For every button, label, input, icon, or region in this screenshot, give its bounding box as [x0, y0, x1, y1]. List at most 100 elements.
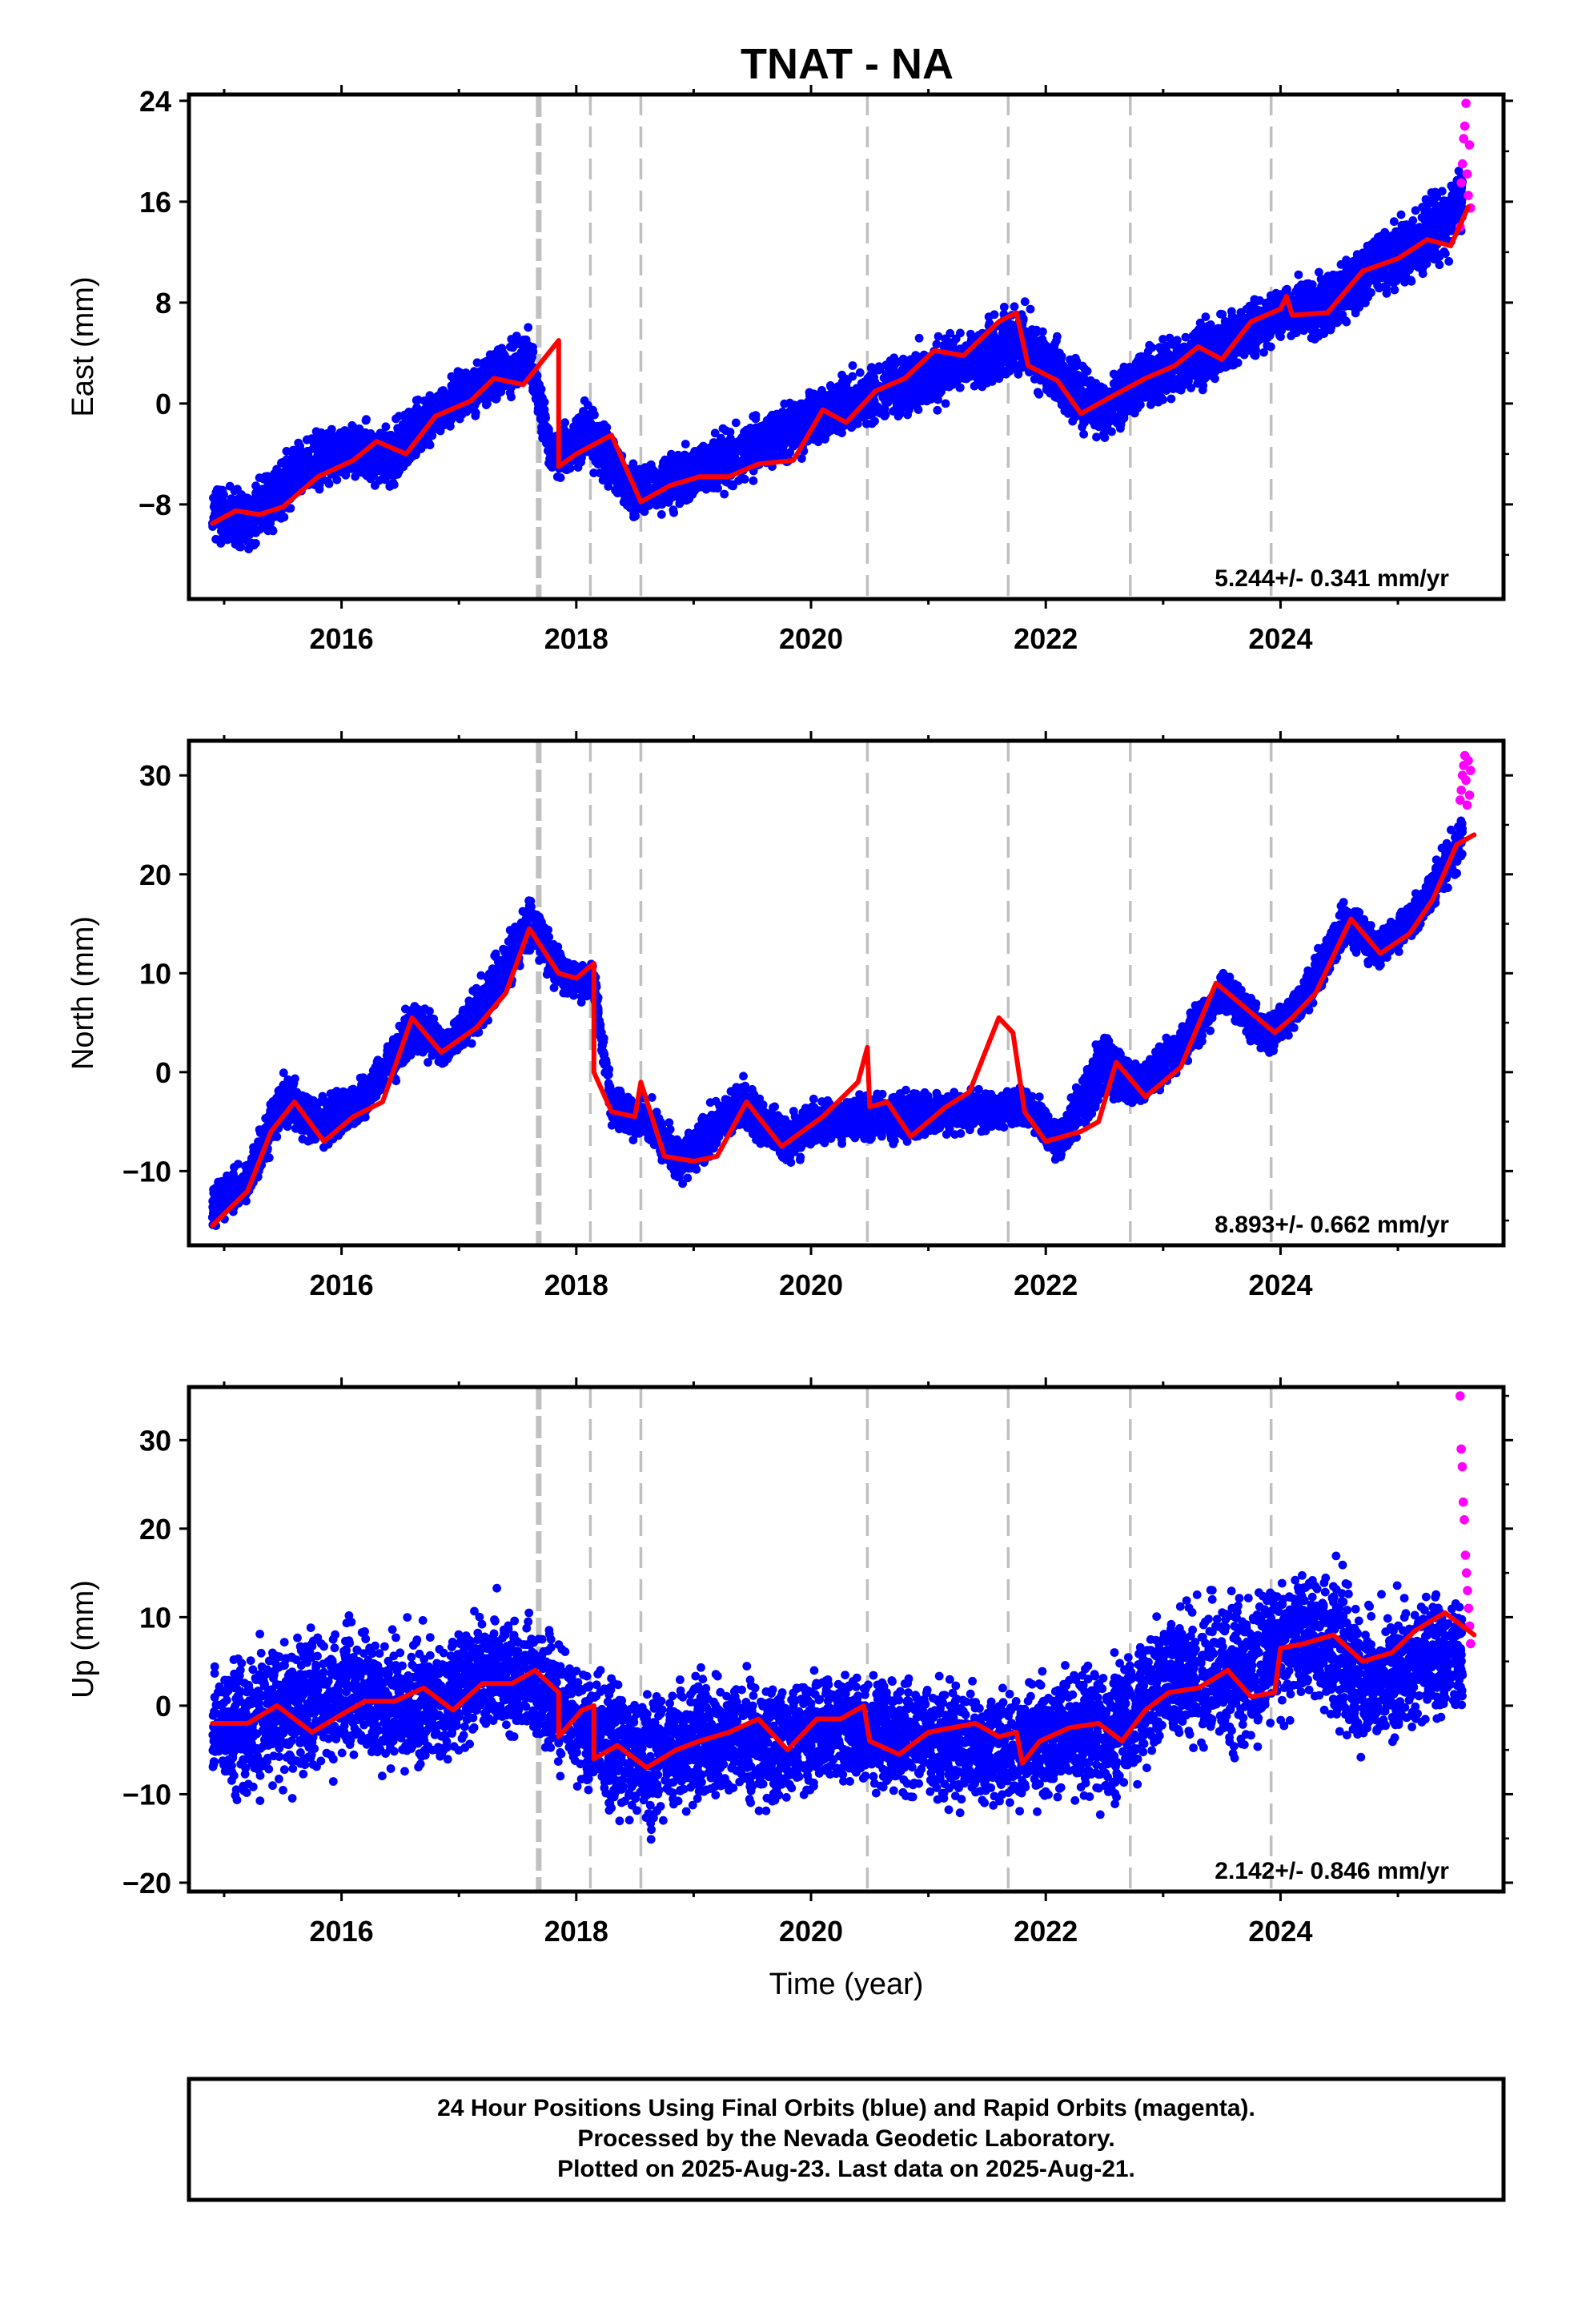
east-final-point — [385, 470, 395, 480]
east-final-point — [216, 539, 226, 548]
east-final-point — [301, 448, 310, 457]
east-final-point — [723, 444, 733, 453]
east-final-point — [926, 366, 935, 376]
east-final-point — [209, 493, 218, 503]
east-final-point — [576, 457, 585, 467]
east-final-point — [879, 405, 889, 415]
east-final-point — [1092, 432, 1101, 442]
east-final-point — [291, 471, 300, 480]
east-final-point — [354, 430, 363, 440]
east-final-point — [664, 498, 673, 507]
east-final-point — [734, 476, 743, 485]
east-final-point — [537, 409, 547, 418]
east-final-point — [941, 399, 950, 408]
east-final-point — [372, 449, 382, 459]
east-final-point — [855, 368, 865, 377]
east-final-point — [692, 449, 701, 459]
east-final-point — [787, 404, 797, 413]
east-final-point — [590, 428, 599, 438]
east-final-point — [761, 445, 771, 455]
east-final-point — [251, 489, 260, 498]
east-final-point — [394, 457, 404, 467]
east-final-point — [637, 479, 646, 488]
east-final-point — [600, 458, 609, 468]
east-final-point — [363, 436, 372, 446]
east-final-point — [443, 400, 452, 409]
east-final-point — [354, 439, 363, 448]
east-final-point — [277, 511, 287, 520]
east-final-point — [870, 416, 879, 426]
east-final-point — [1038, 327, 1047, 336]
east-final-point — [717, 440, 725, 449]
east-final-point — [533, 395, 543, 404]
east-final-point — [479, 375, 488, 384]
east-final-point — [361, 416, 371, 425]
east-final-point — [425, 440, 435, 450]
east-final-point — [768, 439, 777, 448]
east-final-point — [611, 461, 620, 471]
east-final-point — [1010, 302, 1019, 312]
east-final-point — [580, 396, 589, 405]
east-final-point — [393, 469, 403, 479]
east-final-point — [1089, 384, 1098, 394]
east-final-point — [455, 387, 464, 396]
east-final-point — [381, 422, 391, 432]
east-final-point — [999, 352, 1009, 362]
east-final-point — [1102, 416, 1112, 426]
east-final-point — [323, 476, 332, 486]
east-final-point — [753, 447, 762, 456]
east-final-point — [313, 451, 323, 460]
east-final-point — [669, 464, 678, 474]
east-final-point — [395, 412, 404, 420]
east-final-point — [893, 412, 903, 421]
east-final-point — [472, 358, 482, 368]
east-final-point — [696, 464, 705, 473]
east-final-point — [457, 375, 466, 384]
east-final-point — [732, 438, 741, 448]
east-final-point — [729, 455, 738, 464]
east-final-point — [556, 473, 565, 482]
east-final-point — [1006, 325, 1014, 335]
east-final-point — [731, 418, 741, 428]
east-final-point — [573, 425, 583, 435]
east-final-point — [1079, 429, 1088, 439]
east-final-point — [974, 364, 983, 373]
east-final-point — [994, 359, 1002, 368]
east-final-point — [914, 333, 924, 343]
east-final-point — [447, 415, 456, 424]
east-final-point — [890, 360, 900, 369]
east-final-point — [361, 463, 371, 472]
east-final-point — [1026, 304, 1035, 314]
east-final-point — [251, 481, 260, 491]
east-final-point — [1002, 367, 1010, 376]
east-final-point — [933, 392, 942, 401]
east-final-point — [1029, 356, 1038, 365]
east-final-point — [717, 433, 725, 443]
east-final-point — [640, 463, 650, 472]
east-final-point — [295, 477, 304, 487]
east-final-point — [453, 367, 463, 376]
east-final-point — [787, 413, 797, 423]
east-final-point — [319, 460, 328, 469]
east-final-point — [277, 458, 286, 468]
east-final-point — [953, 376, 962, 384]
east-final-point — [946, 328, 955, 338]
east-final-point — [524, 323, 533, 332]
east-final-point — [966, 329, 975, 339]
east-final-point — [385, 453, 394, 462]
east-final-point — [1014, 369, 1023, 379]
east-final-point — [1053, 332, 1062, 341]
east-final-point — [837, 377, 847, 387]
east-final-point — [753, 434, 762, 443]
east-final-point — [785, 448, 795, 457]
east-final-point — [302, 435, 311, 444]
east-final-point — [663, 456, 673, 466]
east-final-point — [713, 484, 722, 493]
east-final-point — [314, 444, 323, 454]
east-final-point — [599, 448, 608, 458]
east-final-point — [704, 456, 713, 464]
east-final-point — [1050, 344, 1059, 352]
east-final-point — [565, 464, 575, 473]
